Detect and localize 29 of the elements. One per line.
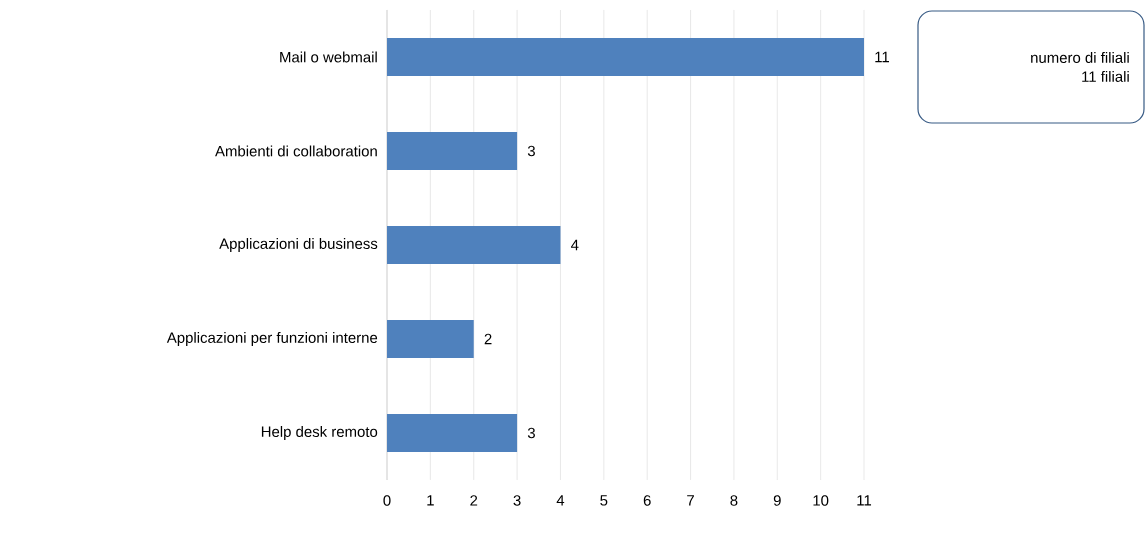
text: 11 filiali — [1082, 70, 1129, 82]
x-tick-label: 4 — [556, 495, 565, 506]
data-label: 3 — [527, 427, 535, 439]
data-label: 4 — [571, 239, 579, 251]
data-label: 11 — [875, 51, 889, 63]
text: numero di filiali — [1031, 52, 1129, 64]
x-tick-label: 2 — [470, 495, 478, 506]
bar — [387, 38, 865, 76]
x-tick-label: 11 — [857, 495, 872, 506]
bar — [387, 319, 474, 358]
x-tick-label: 9 — [773, 495, 781, 506]
x-tick-label: 10 — [813, 495, 829, 506]
y-tick-label: Applicazioni di business — [219, 238, 378, 252]
bar — [387, 413, 518, 452]
bar — [387, 225, 561, 264]
y-tick-label: Applicazioni per funzioni interne — [166, 332, 378, 346]
x-tick-label: 6 — [643, 495, 651, 506]
x-tick-label: 3 — [513, 495, 521, 506]
data-label: 3 — [527, 145, 535, 157]
y-tick-label: Help desk remoto — [261, 426, 378, 440]
x-tick-label: 8 — [730, 495, 738, 506]
x-tick-label: 7 — [687, 495, 694, 506]
x-tick-label: 1 — [427, 495, 434, 506]
x-tick-label: 0 — [383, 495, 391, 506]
data-label: 2 — [484, 333, 492, 345]
bar — [387, 131, 518, 170]
y-tick-label: Mail o webmail — [280, 51, 377, 63]
x-tick-label: 5 — [600, 495, 608, 506]
y-tick-label: Ambienti di collaboration — [215, 145, 377, 157]
